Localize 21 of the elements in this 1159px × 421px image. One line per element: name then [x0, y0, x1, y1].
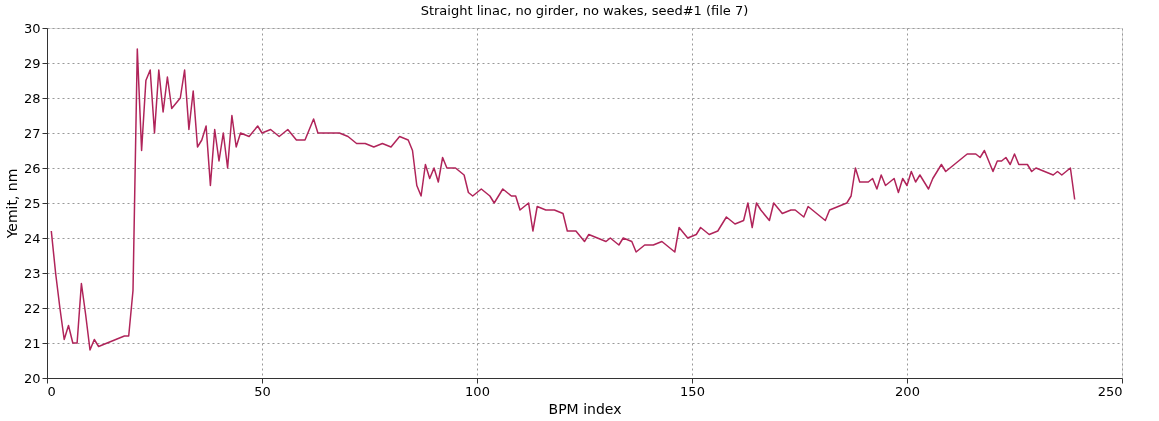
x-tick-label: 0 — [47, 383, 56, 399]
line-series — [50, 48, 1076, 351]
y-tick-label: 24 — [23, 230, 41, 246]
x-tick-label: 250 — [1097, 383, 1123, 399]
x-tick-label: 150 — [680, 383, 705, 399]
y-tick-label: 27 — [23, 125, 41, 141]
y-tick-label: 20 — [23, 370, 41, 386]
y-tick-label: 26 — [23, 160, 41, 176]
chart-title: Straight linac, no girder, no wakes, seed#1 (file 7) — [420, 3, 749, 18]
y-tick-label: 22 — [23, 300, 41, 316]
y-axis-title: Yemit, nm — [3, 168, 20, 240]
x-tick-label: 100 — [465, 383, 490, 399]
x-axis-title: BPM index — [548, 400, 622, 417]
y-tick-label: 30 — [23, 20, 41, 36]
y-tick-label: 21 — [23, 335, 41, 351]
y-tick-label: 23 — [23, 265, 41, 281]
y-tick-label: 25 — [23, 195, 41, 211]
x-tick-label: 50 — [254, 383, 271, 399]
y-tick-label: 28 — [23, 90, 41, 106]
y-tick-label: 29 — [23, 55, 41, 71]
x-tick-label: 200 — [895, 383, 920, 399]
